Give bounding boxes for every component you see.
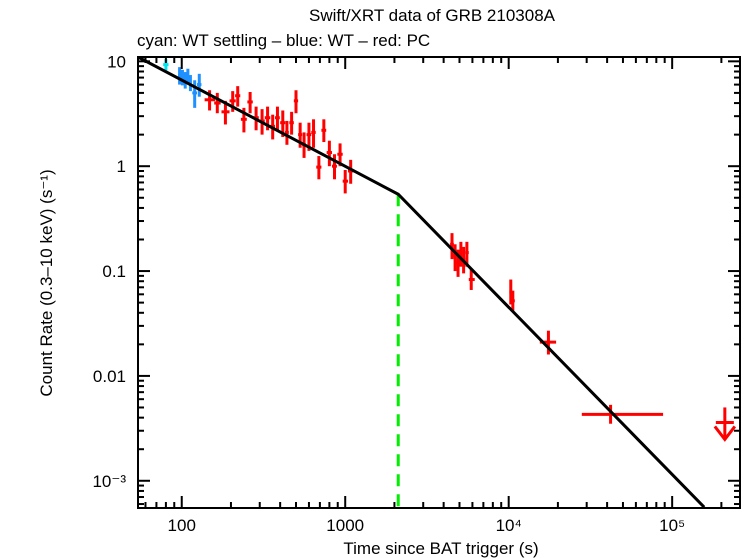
plot-frame [137,56,741,509]
data-point [214,92,221,114]
data-point [511,290,515,311]
data-point [311,119,316,148]
y-tick-label: 10 [107,52,126,71]
axes: 100 1000 10⁴ 10⁵ 10 1 0.1 0.01 10⁻³ [92,52,740,535]
y-tick-label: 10⁻³ [92,472,126,491]
data-point [284,120,289,145]
series-pc [204,86,737,442]
data-point [331,154,337,180]
data-point [342,169,349,194]
data-point [275,106,280,131]
x-tick-label: 100 [168,516,196,535]
data-point [450,233,454,260]
y-tick-label: 1 [117,157,126,176]
data-point [180,69,184,86]
x-tick-label: 1000 [326,516,364,535]
data-point [289,111,294,135]
data-point [316,156,322,180]
model-fit-line [138,57,706,508]
data-point [178,67,182,85]
data-point [581,404,664,424]
data-point [293,90,299,114]
chart-subtitle: cyan: WT settling – blue: WT – red: PC [137,31,430,50]
y-axis-label: Count Rate (0.3–10 keV) (s⁻¹) [37,169,56,396]
data-point [453,244,457,272]
plot-area [138,57,737,508]
chart-title: Swift/XRT data of GRB 210308A [309,6,556,25]
down-arrow-icon [713,425,737,442]
data-point [326,140,332,167]
data-point [459,241,463,267]
x-axis-label: Time since BAT trigger (s) [343,539,538,558]
data-point [247,92,253,114]
upper-limit [713,407,737,442]
series-wt [178,67,202,108]
x-tick-label: 10⁴ [496,516,522,535]
data-point [197,73,202,97]
data-point [468,268,475,290]
x-tick-label: 10⁵ [659,516,685,535]
data-point [186,68,190,84]
data-point [235,86,241,107]
data-point [192,80,198,108]
y-tick-label: 0.1 [102,262,126,281]
y-tick-label: 0.01 [93,367,126,386]
data-point [321,119,327,143]
